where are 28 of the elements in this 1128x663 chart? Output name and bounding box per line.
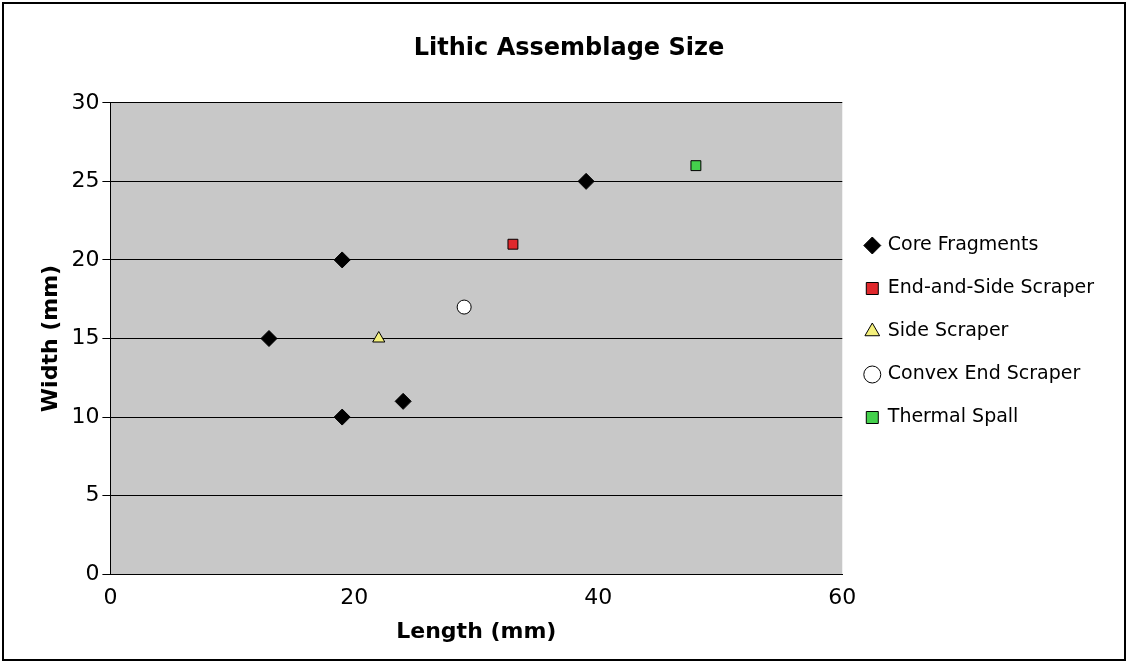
point [507, 238, 519, 250]
y-tick-label: 5 [85, 481, 100, 507]
point [577, 172, 595, 190]
y-tick-label: 20 [71, 245, 100, 271]
y-tick-label: 10 [71, 402, 100, 428]
point [394, 392, 412, 410]
y-tick-label: 15 [71, 324, 100, 350]
y-tick-label: 0 [85, 559, 100, 585]
point [333, 251, 351, 269]
x-tick-label: 40 [584, 584, 613, 610]
legend-label: End-and-Side Scraper [887, 275, 1095, 298]
x-tick-label: 60 [828, 584, 857, 610]
legend-label: Side Scraper [887, 318, 1009, 341]
x-axis-title: Length (mm) [396, 617, 557, 643]
point [333, 408, 351, 426]
y-tick-label: 25 [71, 167, 100, 193]
point [372, 331, 386, 343]
legend-label: Convex End Scraper [887, 361, 1081, 384]
point [260, 330, 278, 347]
y-tick-label: 30 [71, 88, 100, 114]
legend-label: Thermal Spall [886, 404, 1019, 427]
y-axis-title: Width (mm) [36, 264, 62, 413]
point [690, 160, 702, 172]
x-tick-label: 20 [340, 584, 369, 610]
chart-title: Lithic Assemblage Size [413, 32, 725, 61]
point [456, 299, 472, 315]
x-tick-label: 0 [103, 584, 118, 610]
legend-label: Core Fragments [887, 232, 1039, 255]
